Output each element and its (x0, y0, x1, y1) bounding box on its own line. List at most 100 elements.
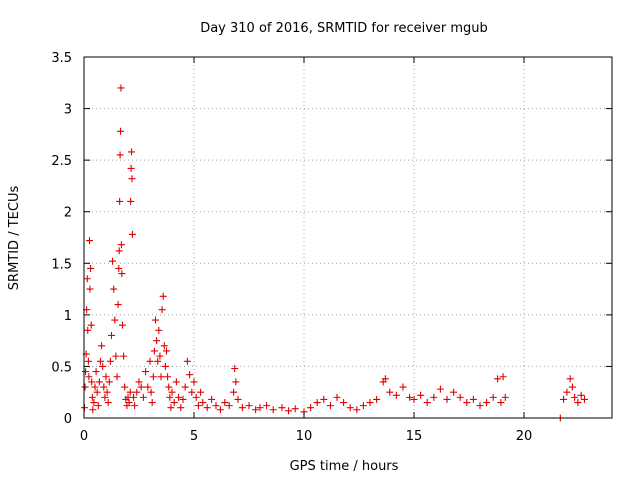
data-point (177, 404, 185, 412)
data-point (165, 383, 173, 391)
data-point (256, 404, 264, 412)
y-tick-label: 1.5 (51, 257, 72, 272)
data-point (581, 395, 588, 403)
data-point (199, 399, 207, 407)
data-point (203, 404, 211, 412)
data-point (115, 247, 123, 255)
data-point (153, 337, 161, 345)
data-point (252, 406, 260, 414)
data-point (116, 151, 124, 159)
plot-frame (83, 56, 613, 419)
data-point (144, 383, 152, 391)
data-point (91, 383, 99, 391)
y-tick-label: 3 (64, 103, 72, 118)
data-point (118, 270, 126, 278)
y-tick-label: 1 (64, 309, 72, 324)
data-point (109, 257, 117, 265)
data-point (100, 383, 108, 391)
data-point (386, 388, 394, 396)
data-point (181, 383, 189, 391)
data-point (128, 230, 136, 238)
data-point (164, 373, 172, 381)
data-point (148, 399, 156, 407)
data-point (399, 383, 407, 391)
data-point (483, 399, 491, 407)
data-point (117, 84, 125, 92)
data-point (81, 383, 89, 391)
data-point (560, 395, 568, 403)
y-tick-label: 2.5 (51, 154, 72, 169)
data-point (160, 342, 168, 350)
data-point (476, 402, 484, 410)
data-point (269, 406, 277, 414)
data-point (106, 357, 114, 365)
data-point (501, 393, 509, 401)
chart-title: Day 310 of 2016, SRMTID for receiver mgu… (200, 21, 488, 36)
data-point (102, 373, 110, 381)
data-point (566, 375, 574, 383)
data-point (392, 391, 400, 399)
data-point (568, 383, 576, 391)
data-point (170, 399, 178, 407)
data-point (101, 393, 109, 401)
data-point (125, 399, 133, 407)
data-point (152, 316, 159, 324)
data-point (563, 388, 571, 396)
data-point (245, 402, 253, 410)
data-point (353, 406, 361, 414)
data-point (172, 378, 180, 386)
grid (84, 57, 612, 418)
data-point (105, 378, 113, 386)
data-point (115, 264, 123, 272)
x-tick-label: 20 (516, 429, 533, 444)
data-point (423, 399, 431, 407)
data-point (126, 388, 134, 396)
data-point (216, 406, 224, 414)
data-point (188, 388, 196, 396)
data-point (571, 393, 579, 401)
data-point (93, 388, 101, 396)
data-point (137, 383, 145, 391)
data-point (146, 357, 154, 365)
data-point (212, 402, 220, 410)
x-axis-label: GPS time / hours (290, 459, 399, 474)
data-point (114, 301, 122, 309)
data-point (117, 241, 125, 249)
data-point (154, 357, 162, 365)
data-point (278, 404, 286, 412)
data-point (108, 331, 115, 339)
data-point (197, 388, 205, 396)
data-point (142, 368, 150, 376)
data-point (436, 385, 444, 393)
data-point (87, 321, 95, 329)
data-point (158, 306, 166, 314)
data-point (163, 347, 170, 355)
data-point (168, 388, 176, 396)
data-point (119, 321, 126, 329)
data-point (112, 352, 120, 360)
data-point (127, 197, 135, 205)
data-point (285, 407, 293, 415)
y-axis-label: SRMTID / TECUs (7, 186, 22, 291)
data-point (221, 399, 229, 407)
data-point (234, 395, 242, 403)
data-point (456, 393, 464, 401)
data-point (320, 395, 328, 403)
data-point (232, 378, 240, 386)
data-point (186, 371, 194, 379)
data-point (116, 197, 124, 205)
y-tick-label: 3.5 (51, 51, 72, 66)
data-point (88, 393, 96, 401)
data-point (99, 362, 107, 370)
data-point (443, 395, 451, 403)
data-point (111, 316, 119, 324)
data-point (113, 373, 121, 381)
data-point (366, 399, 374, 407)
data-point (263, 402, 271, 410)
data-point (84, 326, 92, 334)
axis-ticks (83, 56, 612, 419)
data-point (430, 393, 438, 401)
data-point (104, 399, 112, 407)
y-tick-label: 0.5 (51, 360, 72, 375)
